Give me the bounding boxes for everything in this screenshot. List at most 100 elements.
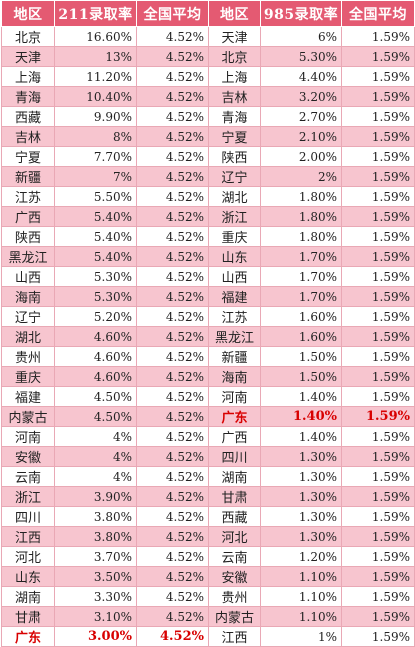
cell-region-985: 福建 — [208, 286, 261, 307]
cell-985-rate: 1.30% — [260, 446, 342, 467]
cell-211-rate: 8% — [54, 126, 137, 147]
cell-national-average-985: 1.59% — [341, 306, 415, 327]
cell-region-211: 天津 — [1, 46, 55, 67]
cell-national-average-211: 4.52% — [136, 626, 209, 647]
cell-211-rate: 4% — [54, 426, 137, 447]
table-row: 福建 4.50% 4.52% 河南 1.40% 1.59% — [1, 386, 415, 407]
cell-region-985: 湖北 — [208, 186, 261, 207]
cell-national-average-211: 4.52% — [136, 466, 209, 487]
cell-region-211: 甘肃 — [1, 606, 55, 627]
cell-985-rate: 5.30% — [260, 46, 342, 67]
cell-985-rate: 1.80% — [260, 206, 342, 227]
cell-region-985: 四川 — [208, 446, 261, 467]
cell-region-211: 四川 — [1, 506, 55, 527]
cell-national-average-211: 4.52% — [136, 426, 209, 447]
cell-region-985: 广东 — [208, 406, 261, 427]
cell-region-211: 福建 — [1, 386, 55, 407]
cell-national-average-211: 4.52% — [136, 266, 209, 287]
cell-211-rate: 3.50% — [54, 566, 137, 587]
cell-national-average-985: 1.59% — [341, 406, 415, 427]
cell-national-average-985: 1.59% — [341, 106, 415, 127]
cell-211-rate: 4.60% — [54, 346, 137, 367]
cell-211-rate: 5.50% — [54, 186, 137, 207]
cell-region-211: 广西 — [1, 206, 55, 227]
cell-985-rate: 1.70% — [260, 266, 342, 287]
cell-985-rate: 1.30% — [260, 506, 342, 527]
cell-national-average-211: 4.52% — [136, 146, 209, 167]
cell-985-rate: 2% — [260, 166, 342, 187]
cell-985-rate: 1.30% — [260, 526, 342, 547]
cell-region-985: 天津 — [208, 26, 261, 47]
cell-211-rate: 5.40% — [54, 206, 137, 227]
cell-region-985: 广西 — [208, 426, 261, 447]
cell-national-average-211: 4.52% — [136, 406, 209, 427]
cell-985-rate: 1.10% — [260, 586, 342, 607]
cell-national-average-211: 4.52% — [136, 106, 209, 127]
cell-211-rate: 3.70% — [54, 546, 137, 567]
cell-national-average-985: 1.59% — [341, 206, 415, 227]
cell-985-rate: 2.70% — [260, 106, 342, 127]
table-row: 北京 16.60% 4.52% 天津 6% 1.59% — [1, 26, 415, 47]
cell-region-985: 山东 — [208, 246, 261, 267]
table-row: 广西 5.40% 4.52% 浙江 1.80% 1.59% — [1, 206, 415, 227]
table-row: 吉林 8% 4.52% 宁夏 2.10% 1.59% — [1, 126, 415, 147]
cell-national-average-985: 1.59% — [341, 386, 415, 407]
table-body: 北京 16.60% 4.52% 天津 6% 1.59% 天津 13% 4.52% 北京 5.30% 1… — [1, 26, 415, 647]
cell-national-average-211: 4.52% — [136, 546, 209, 567]
cell-region-211: 湖北 — [1, 326, 55, 347]
cell-region-211: 江西 — [1, 526, 55, 547]
table-row: 四川 3.80% 4.52% 西藏 1.30% 1.59% — [1, 506, 415, 527]
cell-211-rate: 3.90% — [54, 486, 137, 507]
cell-211-rate: 3.00% — [54, 626, 137, 647]
table-row: 辽宁 5.20% 4.52% 江苏 1.60% 1.59% — [1, 306, 415, 327]
cell-region-211: 重庆 — [1, 366, 55, 387]
cell-region-211: 海南 — [1, 286, 55, 307]
cell-national-average-985: 1.59% — [341, 566, 415, 587]
table-row: 天津 13% 4.52% 北京 5.30% 1.59% — [1, 46, 415, 67]
cell-national-average-211: 4.52% — [136, 126, 209, 147]
table-row: 山西 5.30% 4.52% 山西 1.70% 1.59% — [1, 266, 415, 287]
cell-985-rate: 1% — [260, 626, 342, 647]
cell-211-rate: 5.20% — [54, 306, 137, 327]
cell-region-211: 黑龙江 — [1, 246, 55, 267]
cell-region-211: 青海 — [1, 86, 55, 107]
table-row: 河南 4% 4.52% 广西 1.40% 1.59% — [1, 426, 415, 447]
cell-region-985: 陕西 — [208, 146, 261, 167]
cell-region-985: 河南 — [208, 386, 261, 407]
cell-national-average-211: 4.52% — [136, 66, 209, 87]
cell-985-rate: 1.40% — [260, 386, 342, 407]
cell-211-rate: 4% — [54, 466, 137, 487]
cell-national-average-985: 1.59% — [341, 366, 415, 387]
cell-211-rate: 11.20% — [54, 66, 137, 87]
cell-211-rate: 5.40% — [54, 226, 137, 247]
cell-national-average-985: 1.59% — [341, 586, 415, 607]
cell-national-average-985: 1.59% — [341, 46, 415, 67]
table-row: 山东 3.50% 4.52% 安徽 1.10% 1.59% — [1, 566, 415, 587]
cell-national-average-985: 1.59% — [341, 86, 415, 107]
cell-211-rate: 5.40% — [54, 246, 137, 267]
cell-national-average-985: 1.59% — [341, 26, 415, 47]
cell-985-rate: 1.60% — [260, 306, 342, 327]
cell-985-rate: 1.80% — [260, 186, 342, 207]
cell-region-985: 江苏 — [208, 306, 261, 327]
cell-211-rate: 4.60% — [54, 366, 137, 387]
table-row: 西藏 9.90% 4.52% 青海 2.70% 1.59% — [1, 106, 415, 127]
table-row: 河北 3.70% 4.52% 云南 1.20% 1.59% — [1, 546, 415, 567]
cell-region-985: 黑龙江 — [208, 326, 261, 347]
table-row: 云南 4% 4.52% 湖南 1.30% 1.59% — [1, 466, 415, 487]
cell-national-average-211: 4.52% — [136, 306, 209, 327]
cell-211-rate: 3.80% — [54, 506, 137, 527]
cell-national-average-985: 1.59% — [341, 486, 415, 507]
cell-211-rate: 4.60% — [54, 326, 137, 347]
table-row: 青海 10.40% 4.52% 吉林 3.20% 1.59% — [1, 86, 415, 107]
cell-national-average-985: 1.59% — [341, 286, 415, 307]
cell-national-average-985: 1.59% — [341, 186, 415, 207]
cell-region-211: 内蒙古 — [1, 406, 55, 427]
cell-national-average-211: 4.52% — [136, 286, 209, 307]
cell-national-average-985: 1.59% — [341, 446, 415, 467]
cell-region-985: 辽宁 — [208, 166, 261, 187]
header-national-average-985: 全国平均 — [341, 0, 415, 27]
header-region-211: 地区 — [1, 0, 55, 27]
cell-region-211: 西藏 — [1, 106, 55, 127]
